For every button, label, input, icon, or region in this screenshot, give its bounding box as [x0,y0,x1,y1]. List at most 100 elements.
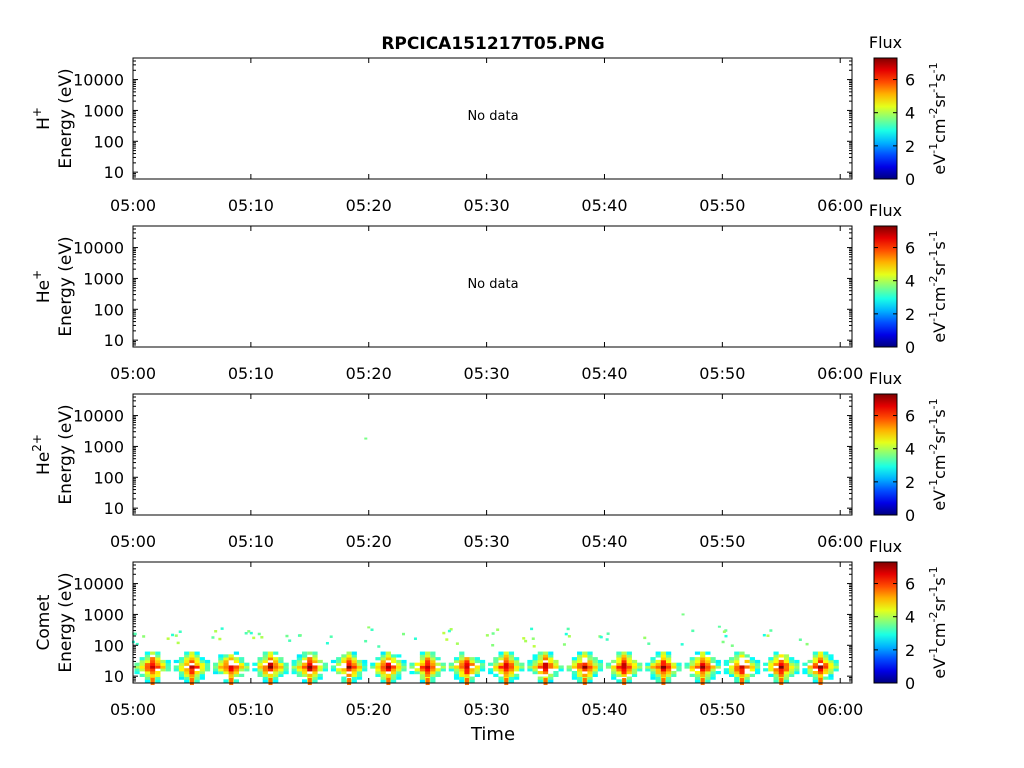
flux-cell [532,654,538,658]
flux-cell [650,662,656,666]
flux-cell [341,657,347,661]
unit-exponent: -2 [927,612,940,623]
flux-cell [278,659,284,664]
flux-cell [390,671,397,675]
flux-cell [377,645,381,648]
flux-cell [537,665,543,669]
flux-cell [728,657,735,661]
colorbar-tick-label: 6 [905,239,915,258]
flux-cell [453,659,460,664]
flux-cell [464,665,470,669]
species-label: Comet [34,594,54,650]
flux-cell [370,662,376,666]
flux-cell [700,678,705,686]
flux-cell [178,630,182,633]
x-tick-label: 05:20 [346,196,392,215]
heatmap [364,437,368,440]
flux-cell [479,665,486,669]
flux-cell [631,665,638,669]
flux-cell [681,613,685,616]
flux-cell [419,651,426,655]
burst [166,630,211,686]
flux-cell [362,662,368,666]
flux-cell [144,665,151,669]
flux-cell [828,654,834,658]
x-tick-label: 05:40 [581,364,627,383]
flux-cell [178,659,185,664]
flux-cell [178,676,185,680]
flux-cell [189,673,195,677]
flux-cell [783,679,790,683]
flux-cell [273,659,279,664]
flux-cell [413,637,417,640]
flux-cell [223,659,229,664]
flux-cell [330,659,337,664]
flux-cell [754,659,761,664]
flux-cell [805,642,809,646]
flux-cell [291,662,297,666]
y-tick-label: 10000 [73,71,124,90]
flux-cell [823,662,829,666]
flux-cell [367,626,371,629]
colorbar-bar [873,393,898,516]
flux-cell [233,657,240,661]
flux-cell [730,644,734,647]
flux-cell [273,665,279,669]
unit-exponent: -1 [927,250,940,261]
flux-cell [409,665,415,669]
flux-cell [689,659,695,664]
flux-cell [189,665,195,669]
flux-cell [503,657,509,661]
flux-cell [199,665,205,669]
burst [364,628,407,686]
flux-cell [631,673,638,677]
flux-cell [134,668,140,672]
flux-cell [139,665,145,669]
flux-cell [689,662,695,666]
flux-cell [531,637,535,640]
flux-cell [778,673,784,677]
flux-cell [312,671,318,675]
x-tick-label: 05:40 [581,196,627,215]
flux-cell [807,671,813,675]
flux-cell [469,662,475,666]
flux-cell [637,662,643,666]
flux-cell [346,668,352,672]
flux-cell [453,676,460,680]
flux-cell [542,662,549,666]
flux-cell [453,657,460,661]
flux-cell [252,662,258,666]
flux-cell [671,665,677,669]
flux-cell [789,673,795,677]
flux-cell [194,679,200,683]
flux-cell [160,659,166,664]
flux-cell [647,642,651,645]
colorbar-tick-label: 0 [905,170,915,189]
flux-cell [223,679,229,683]
flux-cell [705,662,711,666]
flux-cell [239,662,245,666]
flux-cell [351,676,357,680]
flux-cell [571,671,578,675]
flux-cell [783,668,790,672]
flux-cell [356,662,363,666]
flux-cell [606,632,610,635]
flux-cell [419,654,426,658]
flux-cell [671,673,677,677]
flux-cell [356,668,363,672]
flux-cell [409,671,415,675]
flux-cell [453,673,460,677]
flux-cell [503,659,509,664]
flux-cell [447,629,451,633]
x-tick-label: 05:40 [581,532,627,551]
flux-cell [139,673,145,677]
flux-cell [469,679,475,683]
flux-cell [728,659,735,664]
flux-cell [440,662,446,666]
flux-cell [548,679,554,683]
flux-cell [833,668,839,672]
flux-cell [278,673,284,677]
